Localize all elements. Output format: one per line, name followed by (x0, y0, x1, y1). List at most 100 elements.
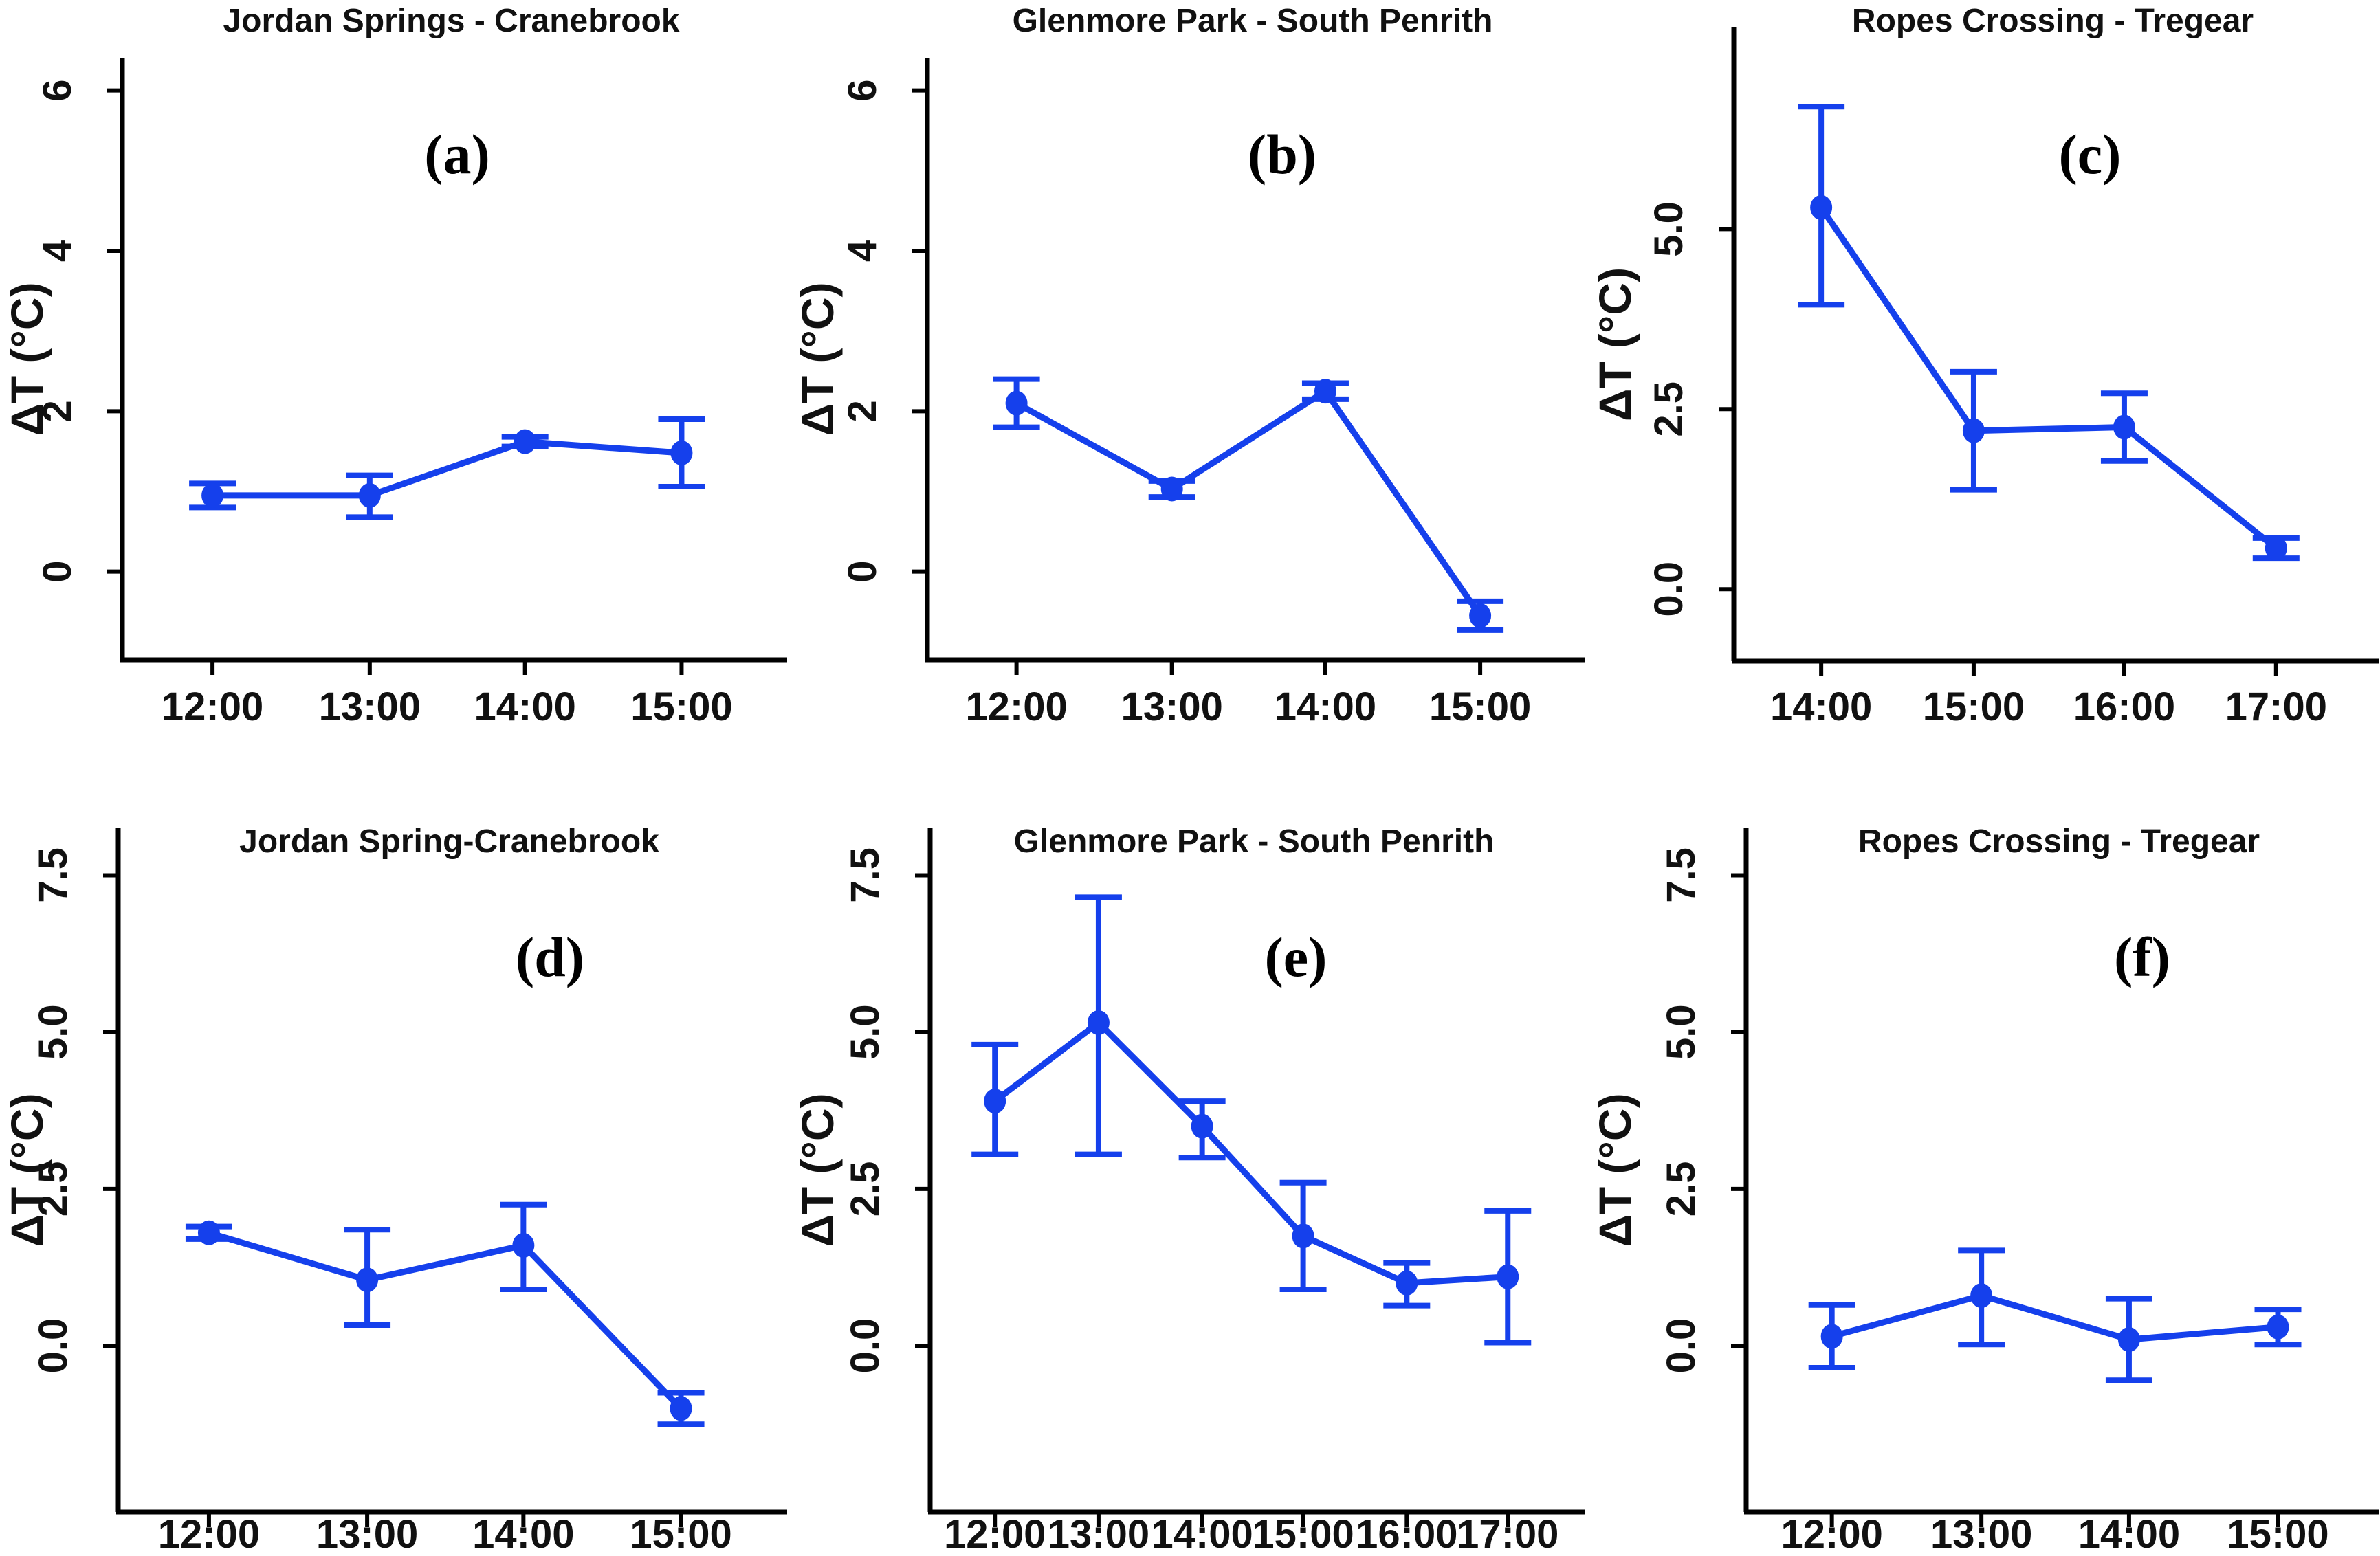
chart-panel-e: Glenmore Park - South Penrith (e) 0.0 2.5 5.… (791, 756, 1588, 1556)
data-point (984, 1089, 1006, 1114)
y-tick-label: 5.0 (31, 1004, 76, 1060)
y-axis-label: ΔT (°C) (792, 282, 843, 436)
series-line (209, 438, 685, 499)
y-tick-label: 0 (35, 561, 80, 583)
x-tick-label: 16:00 (1356, 1512, 1457, 1556)
chart-panel-f: Ropes Crossing - Tregear (f) 0.0 2.5 5.0 7.5 Δ… (1588, 756, 2380, 1556)
x-tick-label: 12:00 (162, 685, 263, 729)
x-tick-label: 16:00 (2073, 685, 2175, 729)
series-line (1013, 388, 1484, 619)
x-tick-label: 17:00 (1457, 1512, 1558, 1556)
data-point (1962, 418, 1985, 443)
y-axis-label: ΔT (°C) (1589, 1093, 1640, 1247)
data-point (670, 441, 693, 465)
y-tick-label: 6 (840, 80, 885, 102)
panel-f-title: Ropes Crossing - Tregear (1858, 823, 2260, 860)
series-line (1829, 1292, 2281, 1343)
y-tick-label: 0.0 (31, 1318, 76, 1374)
panel-d-letter: (d) (516, 926, 584, 988)
y-tick-label: 5.0 (843, 1004, 888, 1060)
data-point (356, 1267, 379, 1293)
y-axis-label: ΔT (°C) (792, 1093, 843, 1247)
y-tick-label: 5.0 (1646, 201, 1691, 257)
y-tick-label: 7.5 (843, 847, 888, 903)
x-tick-label: 17:00 (2225, 685, 2327, 729)
x-tick-label: 15:00 (1252, 1512, 1354, 1556)
data-point (1160, 476, 1183, 502)
x-tick-label: 15:00 (630, 685, 732, 729)
data-point (1970, 1283, 1993, 1309)
data-point (1087, 1010, 1110, 1035)
x-tick-label: 15:00 (630, 1512, 731, 1556)
chart-panel-b: Glenmore Park - South Penrith (b) 0 2 4 6 ΔT (… (791, 0, 1588, 756)
data-point (512, 1233, 535, 1258)
series-line (206, 1230, 685, 1412)
y-tick-label: 2 (35, 400, 80, 422)
data-point (1005, 390, 1028, 416)
y-axis-label: ΔT (°C) (1, 282, 52, 436)
y-tick-label: 0.0 (843, 1318, 888, 1374)
y-axis-label: ΔT (°C) (1, 1093, 52, 1247)
x-tick-label: 12:00 (965, 685, 1067, 729)
data-point (670, 1396, 692, 1421)
data-point (197, 1220, 220, 1245)
y-tick-label: 2.5 (1659, 1162, 1704, 1217)
x-tick-label: 14:00 (472, 1512, 574, 1556)
y-tick-label: 4 (840, 240, 885, 262)
y-tick-label: 0 (840, 561, 885, 583)
x-tick-label: 14:00 (474, 685, 576, 729)
x-tick-label: 13:00 (1930, 1512, 2032, 1556)
x-tick-label: 12:00 (944, 1512, 1046, 1556)
data-point (1314, 379, 1336, 404)
x-tick-label: 14:00 (1770, 685, 1872, 729)
x-tick-label: 14:00 (1275, 685, 1376, 729)
y-tick-label: 2.5 (31, 1162, 76, 1217)
y-tick-label: 2 (840, 400, 885, 422)
series-line (991, 1019, 1511, 1287)
data-point (1497, 1264, 1519, 1289)
data-point (1810, 194, 1833, 220)
data-point (1292, 1223, 1314, 1249)
panel-b-svg: Glenmore Park - South Penrith (b) 0 2 4 6 ΔT (… (792, 3, 1585, 729)
data-point (514, 429, 536, 454)
y-tick-label: 6 (35, 80, 80, 102)
panel-e-letter: (e) (1264, 926, 1327, 988)
data-point (2113, 414, 2135, 440)
panel-d-svg: Jordan Spring-Cranebrook (d) 0.0 2.5 5.0 7.5 Δ… (1, 823, 787, 1556)
series-line (1818, 204, 2280, 552)
x-tick-label: 13:00 (316, 1512, 418, 1556)
panel-b-title: Glenmore Park - South Penrith (1013, 3, 1493, 39)
chart-panel-c: Ropes Crossing - Tregear (c) 0.0 2.5 5.0 ΔT (… (1588, 0, 2380, 756)
panel-f-letter: (f) (2114, 926, 2170, 988)
data-point (2267, 1314, 2289, 1340)
chart-panel-a: Jordan Springs - Cranebrook (a) 0 2 4 6 ΔT (°C… (0, 0, 791, 756)
x-tick-label: 15:00 (1429, 685, 1531, 729)
y-axis-label: ΔT (°C) (1589, 267, 1640, 421)
data-point (1820, 1324, 1843, 1349)
data-point (358, 482, 381, 508)
panel-e-title: Glenmore Park - South Penrith (1014, 823, 1495, 860)
y-tick-label: 0.0 (1646, 562, 1691, 617)
x-tick-label: 14:00 (2078, 1512, 2180, 1556)
y-tick-label: 5.0 (1659, 1004, 1704, 1060)
x-tick-label: 14:00 (1151, 1512, 1253, 1556)
panel-a-letter: (a) (424, 123, 490, 186)
panel-c-title: Ropes Crossing - Tregear (1852, 3, 2254, 39)
x-tick-label: 15:00 (1923, 685, 2025, 729)
panel-a-svg: Jordan Springs - Cranebrook (a) 0 2 4 6 ΔT (°C… (1, 3, 787, 729)
panel-e-svg: Glenmore Park - South Penrith (e) 0.0 2.5 5.… (792, 823, 1585, 1556)
data-point (1396, 1270, 1418, 1296)
panel-d-title: Jordan Spring-Cranebrook (239, 823, 659, 860)
x-tick-label: 13:00 (319, 685, 421, 729)
panel-c-letter: (c) (2058, 123, 2121, 186)
data-point (201, 482, 224, 508)
panel-b-letter: (b) (1248, 123, 1316, 186)
x-tick-label: 13:00 (1048, 1512, 1149, 1556)
chart-panel-d: Jordan Spring-Cranebrook (d) 0.0 2.5 5.0 7.5 Δ… (0, 756, 791, 1556)
y-tick-label: 4 (35, 240, 80, 262)
y-tick-label: 0.0 (1659, 1318, 1704, 1374)
data-point (2117, 1326, 2140, 1352)
y-tick-label: 2.5 (1646, 381, 1691, 437)
x-tick-label: 12:00 (1781, 1512, 1882, 1556)
